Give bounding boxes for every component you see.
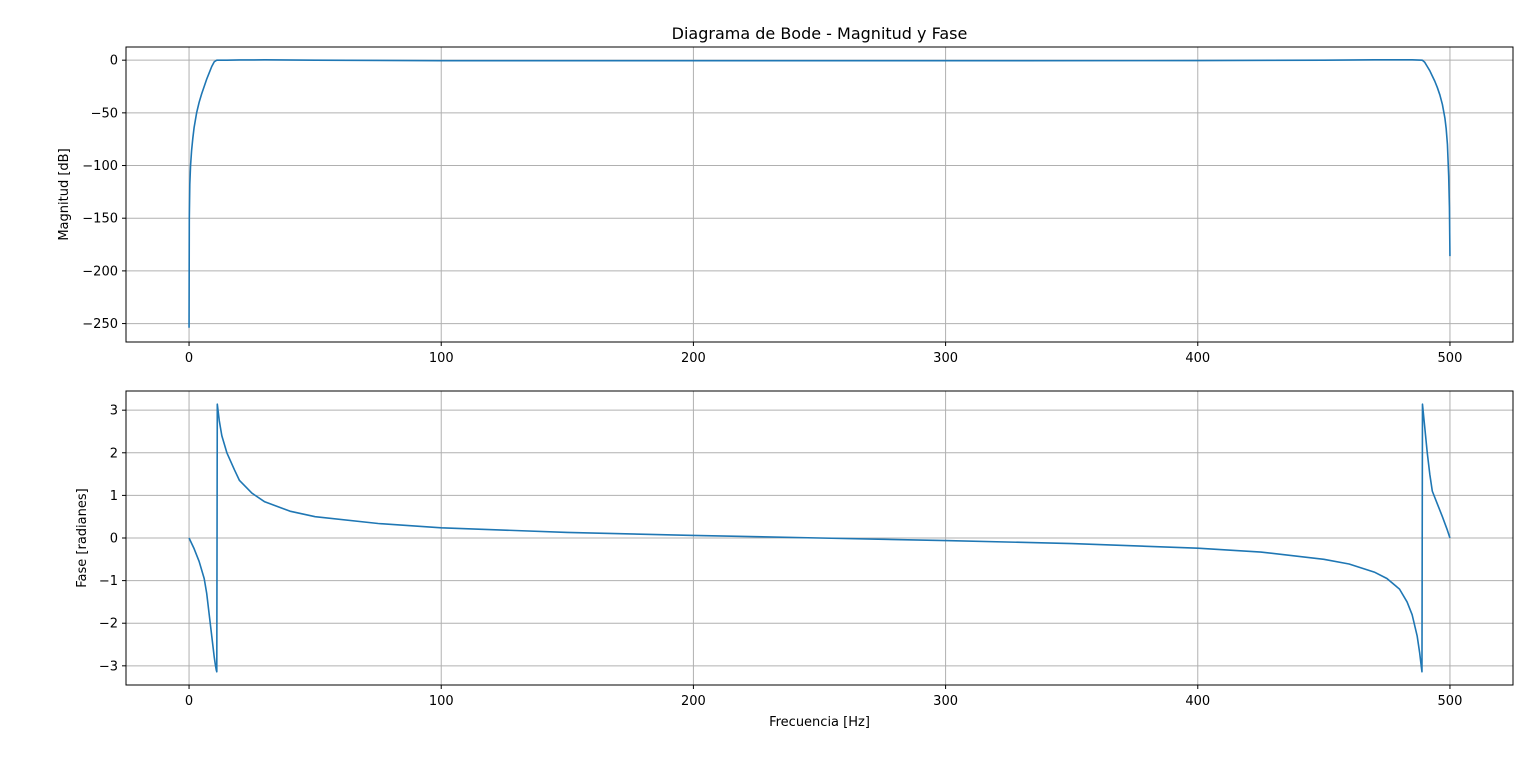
x-tick-label: 0	[185, 351, 193, 366]
magnitude-subplot: 0 100 200 300 400 500 0 −50 −100 −150 −200 −250 Magn…	[57, 24, 1514, 366]
x-tick-label: 500	[1438, 694, 1463, 709]
y-tick-label: −250	[82, 317, 118, 332]
y-axis-label: Magnitud [dB]	[57, 148, 72, 240]
series-line	[188, 59, 1451, 328]
x-tick-label: 200	[681, 694, 706, 709]
y-tick-label: −100	[82, 159, 118, 174]
y-tick-label: −1	[99, 574, 118, 589]
y-tick-label: 0	[110, 532, 118, 547]
y-tick-label: −150	[82, 212, 118, 227]
y-tick-label: 2	[110, 446, 118, 461]
x-tick-label: 0	[185, 694, 193, 709]
axes-frame	[125, 46, 1514, 343]
y-tick-label: 0	[110, 54, 118, 69]
y-axis-label: Fase [radianes]	[75, 488, 90, 587]
x-tick-label: 400	[1185, 694, 1210, 709]
x-tick-label: 400	[1185, 351, 1210, 366]
y-tick-label: 1	[110, 489, 118, 504]
x-tick-label: 100	[429, 351, 454, 366]
y-tick-label: −2	[99, 617, 118, 632]
phase-subplot: 0 100 200 300 400 500 3 2 1 0 −1 −2 −3 Fase [radianes…	[75, 390, 1514, 730]
y-tick-label: −50	[91, 106, 118, 121]
x-tick-label: 300	[933, 694, 958, 709]
x-tick-label: 500	[1438, 351, 1463, 366]
x-tick-label: 200	[681, 351, 706, 366]
y-tick-label: −200	[82, 264, 118, 279]
x-tick-label: 100	[429, 694, 454, 709]
x-axis-label: Frecuencia [Hz]	[769, 715, 870, 730]
x-tick-label: 300	[933, 351, 958, 366]
series-line	[188, 403, 1451, 673]
chart-title: Diagrama de Bode - Magnitud y Fase	[672, 24, 968, 43]
y-tick-label: 3	[110, 404, 118, 419]
y-tick-label: −3	[99, 659, 118, 674]
